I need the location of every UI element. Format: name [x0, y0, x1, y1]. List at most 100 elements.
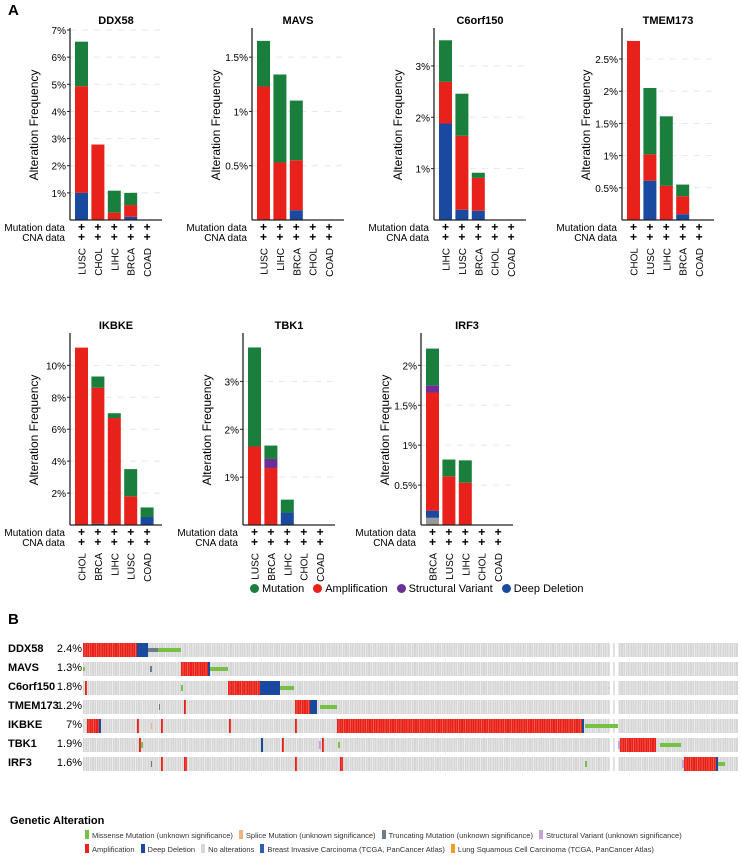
genetic-alteration-legend: Missense Mutation (unknown significance)… — [85, 830, 735, 858]
plus-cna: + — [508, 230, 515, 244]
alteration-amplification — [184, 757, 187, 771]
plus-cna: + — [478, 535, 485, 549]
genetic-alteration-legend-item: Truncating Mutation (unknown significanc… — [381, 830, 533, 841]
plus-mutation: + — [78, 525, 85, 539]
legend-label: Deep Deletion — [147, 845, 196, 854]
alteration-sv-light — [618, 741, 620, 749]
plus-cna: + — [111, 230, 118, 244]
genetic-alteration-legend-item: Structural Variant (unknown significance… — [538, 830, 682, 841]
alteration-missense — [585, 724, 618, 728]
x-tick-label: LIHC — [276, 248, 287, 271]
mutation-data-label: Mutation data — [556, 223, 617, 234]
bar-segment-mutation — [273, 74, 287, 163]
y-tick-label: 10% — [46, 361, 66, 372]
x-tick-label: BRCA — [429, 553, 440, 581]
chart-title: DDX58 — [98, 15, 133, 27]
track-gap — [610, 681, 613, 695]
plus-cna: + — [429, 535, 436, 549]
track-gap — [610, 738, 613, 752]
bar-segment-amplification — [248, 446, 261, 525]
y-tick-label: 1.5% — [225, 53, 248, 64]
alteration-amplification — [137, 719, 139, 733]
plus-mutation: + — [458, 220, 465, 234]
plus-mutation: + — [293, 220, 300, 234]
plus-cna: + — [445, 535, 452, 549]
y-tick-label: 4% — [52, 457, 67, 468]
plus-cna: + — [251, 535, 258, 549]
mutation-data-label: Mutation data — [186, 223, 247, 234]
plus-mutation: + — [284, 525, 291, 539]
bar-segment-amplification — [458, 482, 472, 525]
x-tick-label: LUSC — [445, 553, 456, 580]
track-gap — [615, 662, 618, 676]
mutation-data-label: Mutation data — [177, 528, 238, 539]
x-tick-label: BRCA — [679, 248, 690, 276]
bar-segment-mutation — [442, 459, 456, 477]
y-axis-label: Alteration Frequency — [378, 375, 392, 486]
bar-segment-mutation — [659, 116, 673, 186]
alteration-percent: 1.2% — [56, 700, 82, 712]
bar-segment-structural-variant — [264, 458, 278, 469]
plus-mutation: + — [462, 525, 469, 539]
y-axis-label: Alteration Frequency — [209, 70, 223, 181]
plus-mutation: + — [326, 220, 333, 234]
bar-segment-amplification — [273, 162, 287, 220]
bar-segment-mutation — [289, 100, 303, 161]
alteration-amplification — [139, 738, 141, 752]
y-tick-label: 1% — [52, 189, 67, 200]
alteration-missense — [83, 667, 85, 671]
plus-cna: + — [284, 535, 291, 549]
y-axis-label: Alteration Frequency — [27, 375, 41, 486]
legend-swatch-icon — [85, 830, 89, 839]
plus-cna: + — [679, 230, 686, 244]
x-tick-label: LUSC — [78, 248, 89, 275]
plus-cna: + — [462, 535, 469, 549]
x-tick-label: CHOL — [94, 248, 105, 276]
chart-ddx58: DDX58 Alteration Frequency 1% 2% 3% 4% 5% 6% 7% +… — [4, 15, 162, 277]
plus-mutation: + — [679, 220, 686, 234]
y-tick-label: 2% — [52, 489, 67, 500]
plus-cna: + — [491, 230, 498, 244]
bar-segment-amplification — [289, 160, 303, 211]
mutation-data-label: Mutation data — [355, 528, 416, 539]
bar-segment-multiple — [426, 517, 439, 525]
legend-item-mutation: Mutation — [250, 583, 304, 595]
y-tick-label: 3% — [416, 62, 431, 73]
plus-mutation: + — [475, 220, 482, 234]
legend-swatch-icon — [238, 830, 243, 839]
x-tick-label: COAD — [325, 248, 336, 277]
legend-swatch-icon — [85, 844, 89, 853]
bar-segment-deep-deletion — [124, 216, 138, 220]
plus-mutation: + — [251, 525, 258, 539]
alteration-missense — [585, 761, 587, 767]
plus-mutation: + — [127, 525, 134, 539]
gene-label: TMEM173 — [8, 700, 59, 712]
plus-cna: + — [309, 230, 316, 244]
legend-label: Amplification — [92, 845, 135, 854]
x-tick-label: CHOL — [491, 248, 502, 276]
alteration-deep-deletion — [582, 719, 584, 733]
alteration-deep-deletion — [208, 662, 210, 676]
y-tick-label: 1% — [225, 473, 240, 484]
plus-cna: + — [111, 535, 118, 549]
cna-data-label: CNA data — [204, 233, 247, 244]
y-tick-label: 8% — [52, 393, 67, 404]
bar-segment-deep-deletion — [676, 214, 690, 220]
y-tick-label: 1% — [234, 107, 249, 118]
x-tick-label: COAD — [316, 553, 327, 582]
plus-cna: + — [300, 535, 307, 549]
x-tick-label: BRCA — [94, 553, 105, 581]
plus-cna: + — [696, 230, 703, 244]
alteration-truncating — [148, 648, 158, 652]
plus-cna: + — [144, 230, 151, 244]
x-tick-label: CHOL — [309, 248, 320, 276]
bar-segment-mutation — [458, 460, 472, 483]
alteration-amplification — [684, 757, 716, 771]
legend-dot-icon — [250, 584, 259, 593]
alteration-percent: 2.4% — [56, 643, 82, 655]
oncoprint-track — [83, 662, 738, 676]
legend-label: Mutation — [262, 583, 305, 595]
x-tick-label: CHOL — [630, 248, 641, 276]
